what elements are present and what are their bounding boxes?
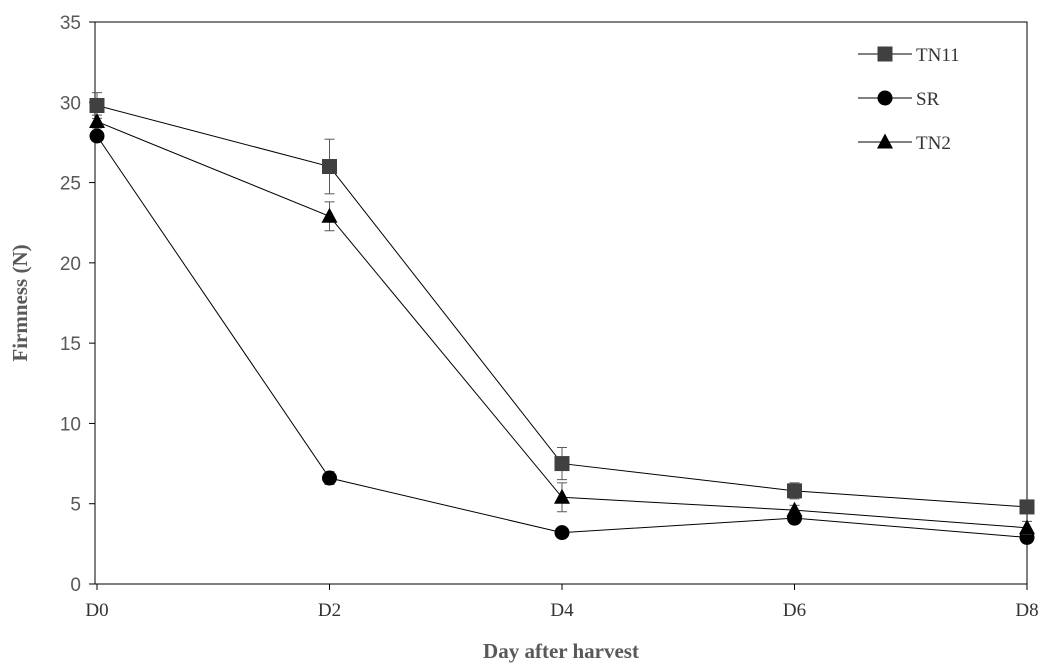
series-tn11 [89, 92, 1035, 515]
legend-item-sr: SR [858, 89, 940, 110]
x-tick-label: D2 [318, 600, 341, 621]
data-point [89, 113, 105, 129]
y-tick-label: 15 [60, 334, 81, 355]
data-point [322, 470, 337, 486]
data-point [89, 128, 105, 144]
data-point [1019, 499, 1035, 515]
legend: TN11 SR TN2 [858, 45, 960, 154]
y-axis-title: Firmness (N) [8, 244, 32, 361]
x-tick-label: D8 [1015, 600, 1038, 621]
data-point [321, 207, 338, 223]
data-point [322, 159, 337, 175]
legend-label: TN2 [916, 133, 951, 154]
legend-marker [877, 133, 893, 149]
series-tn2 [89, 113, 1035, 535]
data-point [787, 483, 802, 499]
legend-marker [877, 90, 893, 106]
data-point [554, 456, 570, 472]
x-tick-label: D4 [550, 600, 574, 621]
y-tick-label: 0 [70, 575, 81, 596]
data-point [89, 97, 105, 113]
legend-item-tn11: TN11 [858, 45, 960, 66]
x-axis-title: Day after harvest [483, 639, 639, 663]
x-tick-label: D6 [783, 600, 806, 621]
data-point [554, 525, 570, 541]
data-point [1019, 519, 1035, 535]
series-line [96, 105, 1028, 508]
y-tick-label: 5 [70, 495, 81, 516]
x-axis-ticks: D0 D2 D4 D6 D8 [85, 584, 1039, 621]
x-tick-label: D0 [85, 600, 108, 621]
y-tick-label: 20 [60, 254, 81, 275]
legend-label: SR [916, 89, 940, 110]
data-point [786, 501, 803, 517]
legend-item-tn2: TN2 [858, 133, 951, 154]
y-axis-ticks: 0 5 10 15 20 25 30 35 [60, 13, 95, 596]
y-tick-label: 30 [60, 93, 81, 114]
plot-area-border [94, 21, 1028, 585]
y-tick-label: 35 [60, 13, 81, 34]
legend-marker [877, 46, 893, 62]
y-tick-label: 25 [60, 174, 81, 195]
legend-label: TN11 [916, 45, 960, 66]
y-tick-label: 10 [60, 414, 81, 435]
data-point [554, 488, 570, 504]
series-layer [89, 92, 1035, 545]
series-sr [89, 128, 1035, 545]
